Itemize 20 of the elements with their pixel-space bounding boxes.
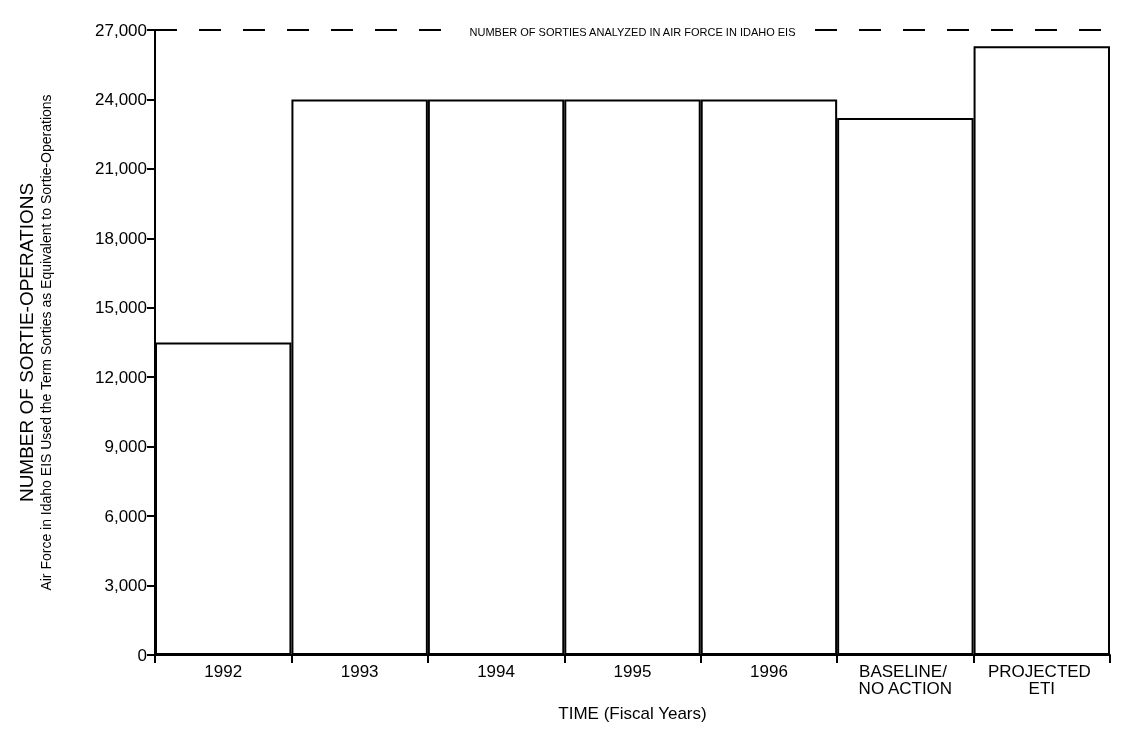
y-tick-label: 6,000	[104, 506, 147, 526]
y-tick-label: 15,000	[95, 298, 147, 318]
ref-line-label: NUMBER OF SORTIES ANALYZED IN AIR FORCE IN IDAHO EIS	[469, 25, 796, 38]
y-tick-label: 12,000	[95, 367, 147, 387]
y-tick-label: 0	[137, 645, 147, 665]
y-tick-label: 18,000	[95, 228, 147, 248]
y-tick-label: 27,000	[95, 20, 147, 40]
x-tick-label: 1992	[204, 662, 243, 681]
x-tick-label: 1996	[750, 662, 788, 681]
x-tick-label: 1994	[477, 662, 515, 681]
x-tick-label: BASELINE/ NO ACTION	[858, 662, 953, 698]
y-tick-label: 21,000	[95, 159, 147, 179]
x-tick-label: PROJECTED ETI	[987, 662, 1096, 698]
x-tick-label: 1993	[340, 662, 379, 681]
x-axis-title: TIME (Fiscal Years)	[558, 704, 707, 723]
y-tick-label: 9,000	[104, 437, 147, 457]
y-tick-label: 3,000	[104, 576, 147, 596]
x-tick-label: 1995	[613, 662, 652, 681]
y-axis-title: NUMBER OF SORTIE-OPERATIONS Air Force in Idaho EIS Used the Term Sorties as Equivalent to Sortie-Operations	[15, 94, 54, 591]
y-tick-label: 24,000	[95, 89, 147, 109]
